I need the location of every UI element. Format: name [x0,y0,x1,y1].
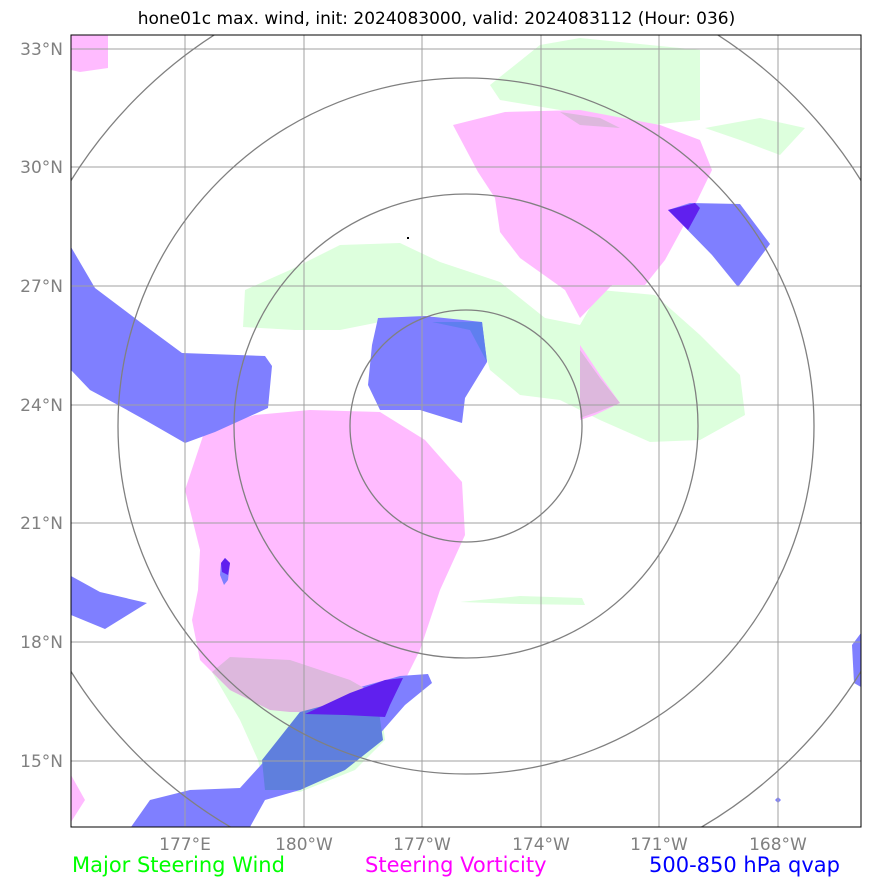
lon-label: 168°W [749,835,807,855]
distance-ring [117,77,815,775]
lon-label: 174°W [512,835,570,855]
lat-lon-grid [71,35,861,827]
vorticity-region-north [453,110,712,318]
qvap-region-center [368,316,487,423]
qvap-region-northeast [668,203,770,287]
overlap-wind-qvap-center [432,322,487,362]
overlap-layer [212,112,700,790]
plot-frame [70,34,862,828]
qvap-region-east-edge [852,633,861,687]
lon-label: 171°W [630,835,688,855]
distance-ring [233,193,699,659]
vorticity-region-south [185,410,465,710]
map-title: hone01c max. wind, init: 2024083000, val… [137,9,736,29]
lat-label: 21°N [20,514,63,534]
wind-region-streak [460,596,585,605]
vorticity-region-sw-edge [71,775,85,822]
wind-region-center [243,243,745,442]
longitude-labels: 177°E 180°W 177°W 174°W 171°W 168°W [159,835,807,855]
latitude-labels: 33°N 30°N 27°N 24°N 21°N 18°N 15°N [20,40,63,772]
storm-center-marker [407,237,409,239]
lon-label: 180°W [275,835,333,855]
overlap-vort-qvap-strip [305,678,403,717]
wind-region-northeast [705,118,805,155]
overlap-vort-qvap-ne [668,203,700,230]
distance-ring [349,309,583,543]
legend-steering-wind: Major Steering Wind [72,853,285,877]
lat-label: 15°N [20,752,63,772]
qvap-region-west [71,247,272,443]
lat-label: 24°N [20,396,63,416]
overlap-vort-wind-north [560,112,620,128]
legend-qvap: 500-850 hPa qvap [649,853,840,877]
lat-label: 18°N [20,633,63,653]
legend-steering-vorticity: Steering Vorticity [365,853,547,877]
vorticity-region-nw-corner [71,35,108,72]
steering-vorticity-layer [71,35,712,822]
lat-label: 27°N [20,277,63,297]
overlap-wind-qvap-south [262,700,383,790]
lon-label: 177°W [393,835,451,855]
overlap-vort-wind-east [580,350,620,418]
lat-label: 33°N [20,40,63,60]
qvap-region-southwest [71,576,147,629]
overlap-vort-qvap-spot [221,558,230,575]
lat-label: 30°N [20,158,63,178]
wind-region-north [490,38,700,125]
lon-label: 177°E [159,835,211,855]
